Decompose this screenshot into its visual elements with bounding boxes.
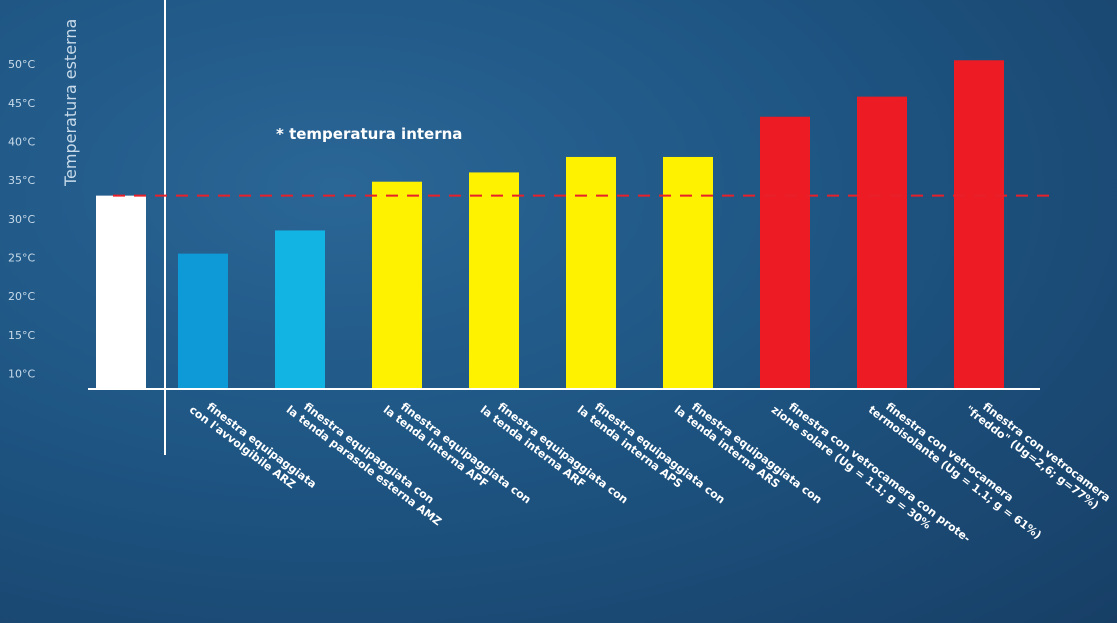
y-tick-label: 20°C xyxy=(8,290,35,303)
bar-2 xyxy=(178,253,228,389)
y-tick-label: 35°C xyxy=(8,174,35,187)
bar-3 xyxy=(275,230,325,389)
category-label-9: finestra con vetrocameratermoisolante (U… xyxy=(866,393,1052,542)
bar-4 xyxy=(372,181,422,389)
bar-10 xyxy=(954,60,1004,389)
category-labels: finestra equipaggiatacon l'avvolgibile A… xyxy=(187,393,1113,545)
y-axis-ticks: 10°C 15°C 20°C 25°C 30°C 35°C 40°C 45°C 50°C xyxy=(8,58,35,380)
y-tick-label: 10°C xyxy=(8,368,35,381)
y-tick-label: 30°C xyxy=(8,213,35,226)
bar-8 xyxy=(760,116,810,390)
bar-1 xyxy=(96,195,146,389)
y-tick-label: 40°C xyxy=(8,135,35,148)
bar-5 xyxy=(469,172,519,389)
y-tick-label: 25°C xyxy=(8,252,35,265)
category-label-3: finestra equipaggiata conla tenda paraso… xyxy=(284,393,452,529)
bar-9 xyxy=(857,96,907,389)
y-tick-label: 50°C xyxy=(8,58,35,71)
bar-6 xyxy=(566,156,616,389)
bars-group xyxy=(96,60,1004,390)
y-tick-label: 15°C xyxy=(8,329,35,342)
category-label-line: con l'avvolgibile ARZ xyxy=(187,403,298,491)
y-tick-label: 45°C xyxy=(8,97,35,110)
y-axis-title: Temperatura esterna xyxy=(61,19,80,187)
bar-7 xyxy=(663,156,713,389)
reference-annotation: * temperatura interna xyxy=(276,125,462,143)
